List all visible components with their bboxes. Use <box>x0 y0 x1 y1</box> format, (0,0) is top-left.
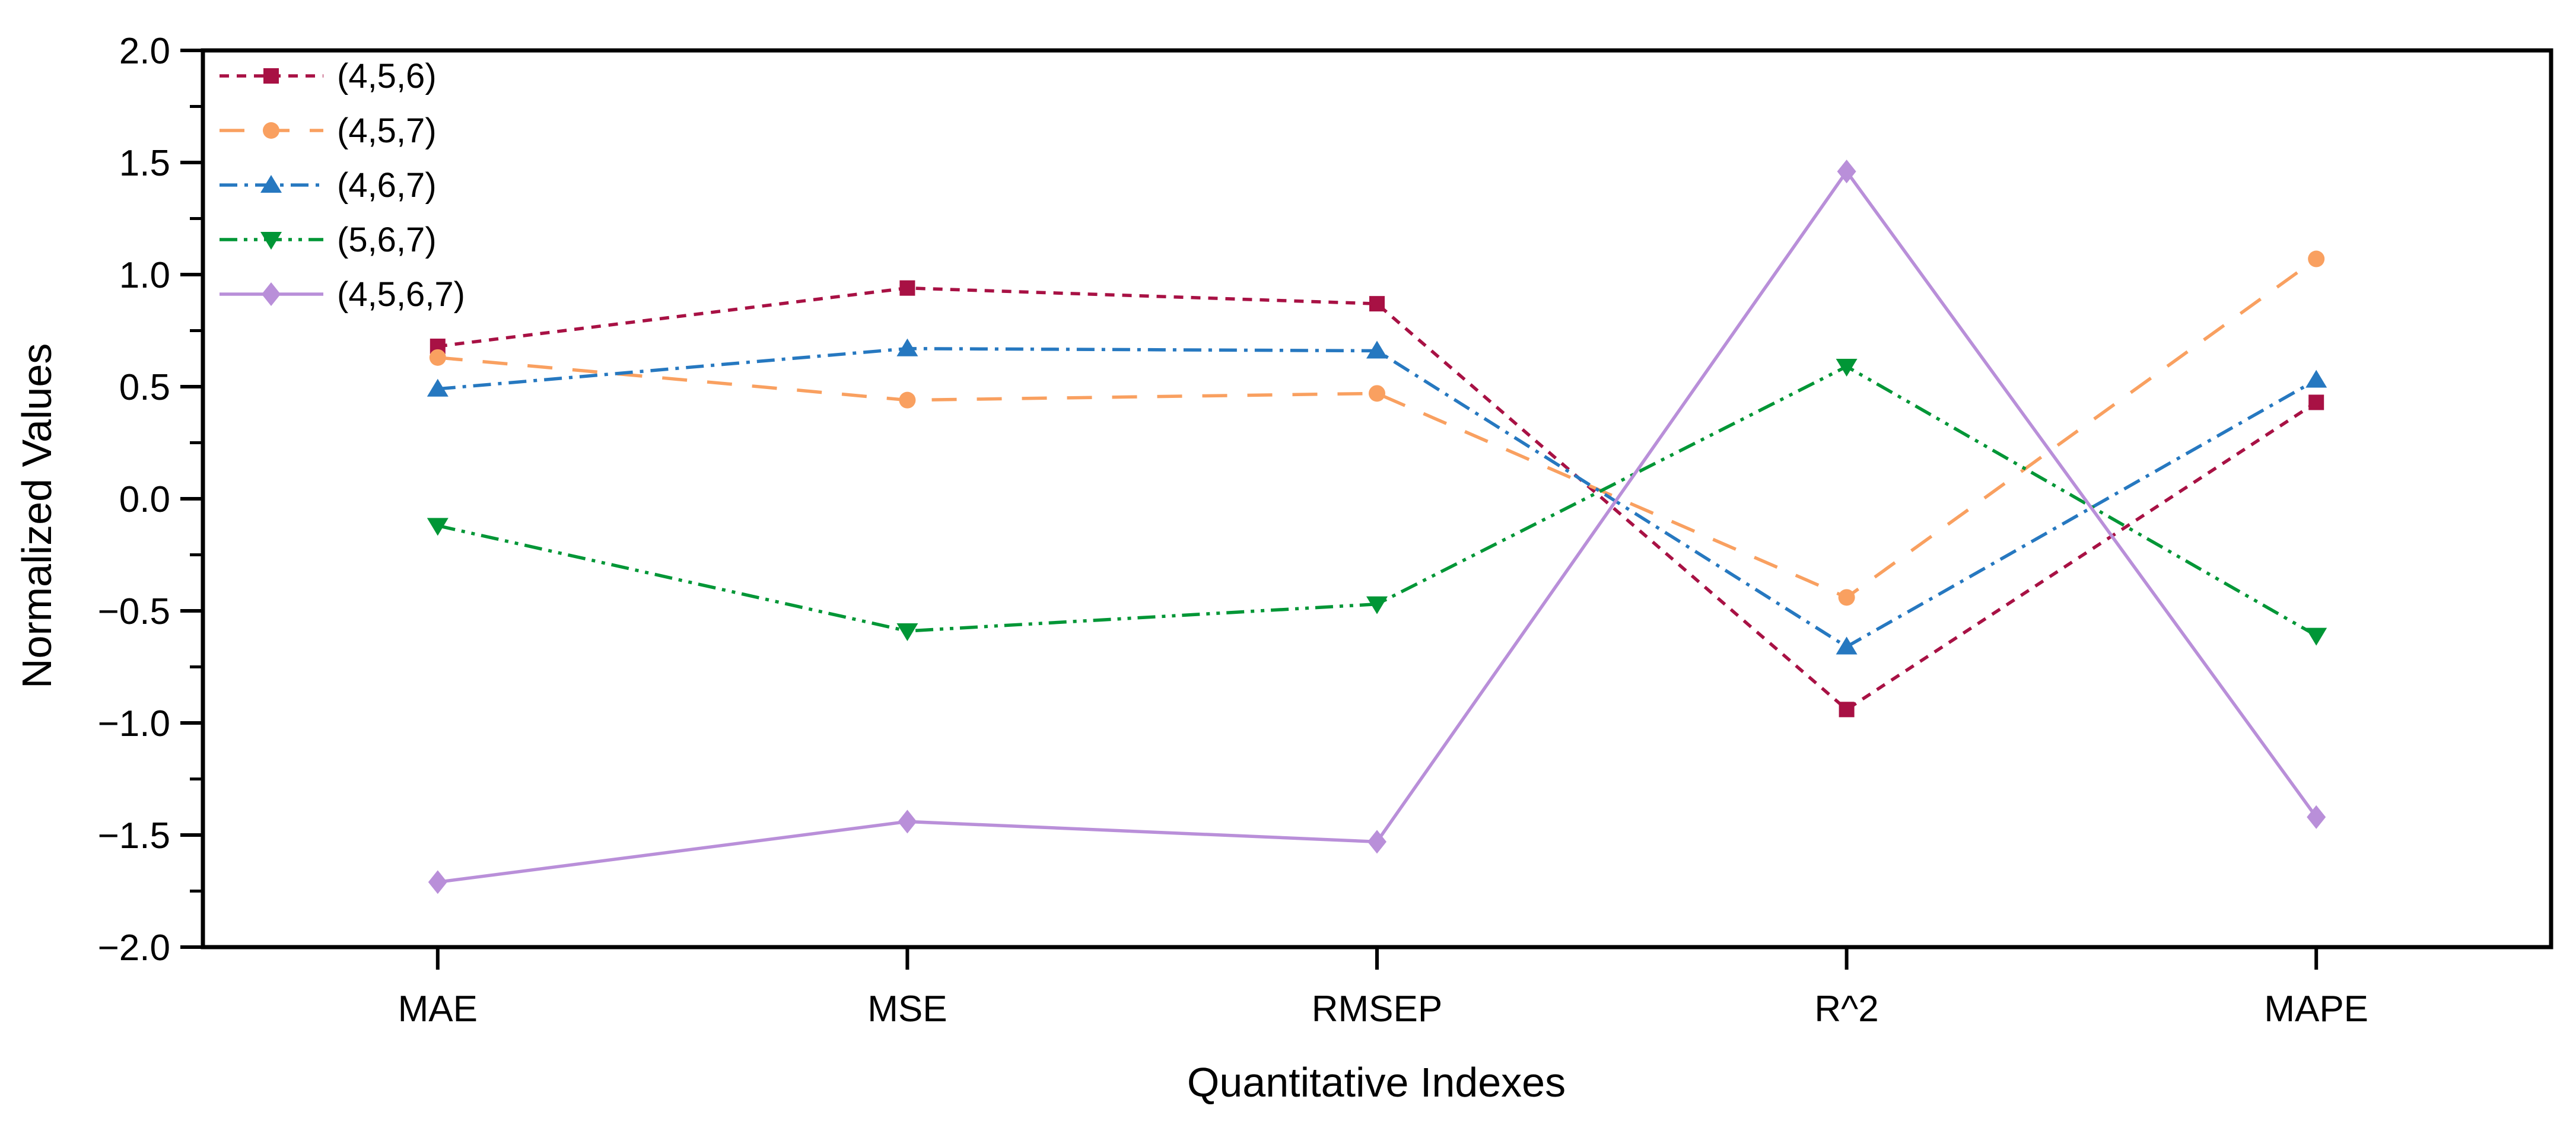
series-marker-(4,5,7) <box>429 349 446 366</box>
x-category-label: R^2 <box>1814 989 1878 1030</box>
series-marker-(4,5,6,7) <box>898 810 917 834</box>
series-marker-(4,5,6,7) <box>1837 160 1856 184</box>
legend-marker <box>262 282 281 306</box>
series-marker-(4,5,7) <box>899 391 916 409</box>
series-marker-(4,5,6) <box>2308 394 2324 410</box>
series-marker-(4,5,7) <box>1369 385 1385 402</box>
series-marker-(5,6,7) <box>896 623 918 642</box>
y-tick-label: −1.5 <box>98 815 170 856</box>
plot-border <box>201 48 2553 949</box>
series-marker-(4,5,6,7) <box>2307 805 2326 829</box>
y-tick-label: −0.5 <box>98 591 170 632</box>
y-axis-title: Normalized Values <box>14 343 60 689</box>
series-marker-(4,5,7) <box>2308 250 2325 267</box>
y-tick-label: 2.0 <box>119 31 170 72</box>
legend-label: (4,5,7) <box>337 111 437 150</box>
series-marker-(5,6,7) <box>1836 358 1858 377</box>
x-category-label: MAE <box>398 989 478 1030</box>
series-marker-(4,6,7) <box>896 338 918 356</box>
series-marker-(4,5,6) <box>899 280 915 296</box>
series-marker-(4,5,6,7) <box>1367 830 1386 854</box>
legend-marker <box>260 232 282 250</box>
x-category-label: MSE <box>867 989 947 1030</box>
y-tick-label: 0.0 <box>119 479 170 520</box>
series-marker-(5,6,7) <box>2305 627 2327 646</box>
series-marker-(4,5,6) <box>1839 702 1855 718</box>
series-marker-(4,5,6,7) <box>428 870 447 894</box>
legend-marker <box>260 175 282 193</box>
series-marker-(4,6,7) <box>2305 369 2327 388</box>
series-marker-(5,6,7) <box>1366 596 1388 614</box>
series-marker-(4,6,7) <box>1836 636 1858 655</box>
y-tick-label: 0.5 <box>119 367 170 408</box>
x-category-label: MAPE <box>2264 989 2368 1030</box>
legend-marker <box>263 122 279 139</box>
series-line-(5,6,7) <box>437 364 2317 637</box>
series-line-(4,5,7) <box>437 257 2317 600</box>
x-axis-title: Quantitative Indexes <box>1187 1059 1566 1105</box>
series-line-(4,5,6,7) <box>437 168 2318 884</box>
legend-marker <box>263 68 279 84</box>
series-marker-(4,5,7) <box>1838 589 1855 606</box>
series-marker-(4,5,6) <box>1369 296 1385 312</box>
series-marker-(5,6,7) <box>427 518 449 536</box>
series-marker-(4,6,7) <box>1366 340 1388 359</box>
y-tick-label: 1.0 <box>119 255 170 296</box>
series-line-(4,5,6) <box>437 286 2317 712</box>
y-tick-label: −2.0 <box>98 928 170 968</box>
legend-label: (4,6,7) <box>337 166 437 205</box>
legend-label: (5,6,7) <box>337 221 437 259</box>
x-category-label: RMSEP <box>1312 989 1442 1030</box>
legend-label: (4,5,6,7) <box>337 275 465 314</box>
series-marker-(4,6,7) <box>427 378 449 397</box>
y-tick-label: 1.5 <box>119 143 170 184</box>
legend-label: (4,5,6) <box>337 57 437 95</box>
y-tick-label: −1.0 <box>98 703 170 744</box>
